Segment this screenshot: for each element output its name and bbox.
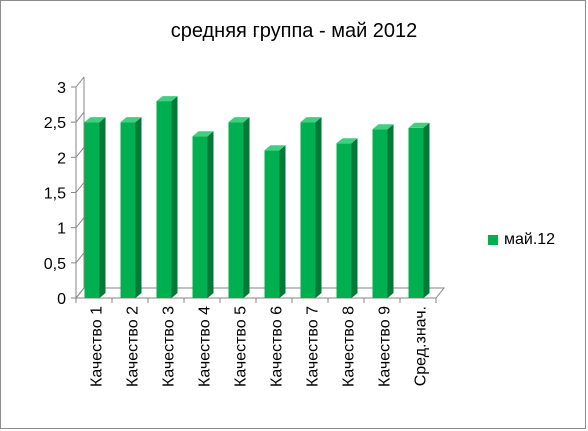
y-tick-label: 1,5 [44, 186, 66, 203]
bar-top [192, 131, 214, 137]
x-tick-label: Качество 4 [197, 306, 214, 387]
bar-top [156, 96, 178, 102]
y-tick-depth [75, 76, 85, 88]
bar [84, 122, 100, 299]
x-tick-label: Качество 1 [89, 306, 106, 387]
y-tick-label: 0 [57, 291, 66, 308]
bar-side [99, 117, 106, 299]
bar-top [408, 122, 430, 128]
x-tick-label: Качество 8 [341, 306, 358, 387]
x-tick-label: Качество 7 [305, 306, 322, 387]
legend-swatch [488, 235, 498, 245]
bar-top [120, 117, 142, 123]
y-tick-depth [75, 147, 85, 158]
x-tick-label: Качество 9 [377, 306, 394, 387]
bar [192, 136, 208, 298]
bar-top [84, 117, 106, 123]
bar-top [336, 138, 358, 144]
y-tick-label: 0,5 [44, 256, 66, 273]
y-tick-depth [75, 252, 85, 264]
x-tick-label: Качество 2 [125, 306, 142, 387]
y-tick-label: 2,5 [44, 115, 66, 132]
chart-title: средняя группа - май 2012 [170, 20, 418, 42]
x-tick-label: Качество 5 [233, 306, 250, 387]
bar [120, 122, 136, 299]
legend: май.12 [488, 230, 555, 250]
y-tick-label: 3 [57, 80, 66, 97]
bar-top [264, 145, 286, 151]
bar-side [207, 131, 214, 298]
bar [336, 143, 352, 298]
bar-side [243, 117, 250, 299]
bar-side [171, 96, 178, 298]
bar-top [228, 117, 250, 123]
bar [372, 129, 388, 298]
bar [156, 101, 172, 298]
bar-side [387, 124, 394, 298]
bar-side [351, 138, 358, 298]
bar-side [423, 122, 430, 298]
x-tick-label: Качество 6 [269, 306, 286, 387]
bar-side [135, 117, 142, 299]
bar-side [315, 117, 322, 299]
bar-top [300, 117, 322, 123]
bar [264, 150, 280, 298]
bar [228, 122, 244, 299]
x-tick-label: Сред.знач. [413, 306, 430, 386]
y-tick-label: 2 [57, 150, 66, 167]
x-tick-label: Качество 3 [161, 306, 178, 387]
bar [408, 127, 424, 298]
bar-top [372, 124, 394, 130]
legend-label: май.12 [504, 231, 556, 248]
y-tick-depth [75, 287, 85, 299]
bar-side [279, 145, 286, 298]
y-tick-depth [75, 111, 85, 123]
y-tick-depth [75, 217, 85, 228]
bar [300, 122, 316, 299]
y-tick-label: 1 [57, 221, 66, 238]
y-tick-depth [75, 182, 85, 193]
